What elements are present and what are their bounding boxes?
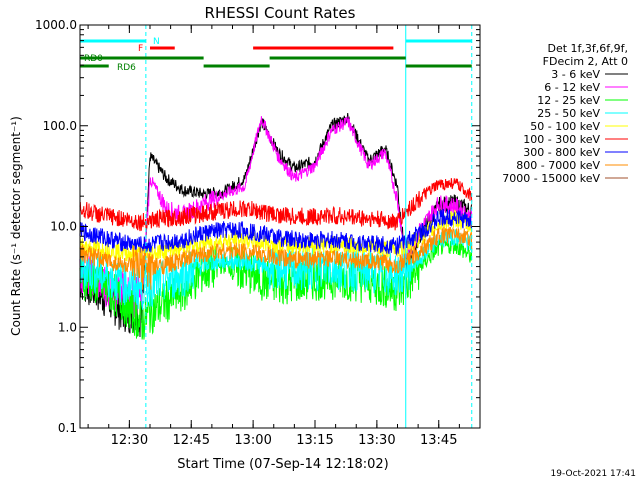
y-tick-label: 100.0 — [43, 119, 77, 133]
flag-bars: NF RD0 RD6 — [80, 37, 472, 73]
y-tick-label: 1000.0 — [35, 18, 77, 32]
series-line-3 — [79, 228, 473, 310]
legend-header-line: FDecim 2, Att 0 — [543, 55, 628, 68]
timestamp: 19-Oct-2021 17:41 — [551, 469, 636, 479]
y-axis-label: Count Rate (s⁻¹ detector segment⁻¹) — [9, 116, 23, 336]
x-tick-label: 12:30 — [111, 433, 148, 448]
axis-ticks: 12:30 12:45 13:00 13:15 13:30 13:45 0.1 1.0 10.0… — [35, 18, 481, 448]
series-line-5 — [79, 178, 473, 232]
legend-label: 25 - 50 keV — [537, 107, 600, 120]
y-tick-label: 10.0 — [50, 220, 77, 234]
flag-label-n: N — [153, 37, 160, 47]
x-axis-label: Start Time (07-Sep-14 12:18:02) — [177, 457, 388, 472]
legend-label: 6 - 12 keV — [544, 81, 600, 94]
vline-layer — [79, 25, 473, 428]
series-layer — [79, 113, 473, 340]
x-tick-label: 13:45 — [420, 433, 457, 448]
series-line-7 — [79, 226, 473, 290]
legend-header-line: Det 1f,3f,6f,9f, — [547, 42, 628, 55]
legend-label: 100 - 300 keV — [523, 133, 600, 146]
x-tick-label: 12:45 — [173, 433, 210, 448]
y-tick-label: 1.0 — [58, 320, 77, 334]
x-tick-label: 13:15 — [296, 433, 333, 448]
legend-label: 7000 - 15000 keV — [502, 172, 600, 185]
legend-label: 50 - 100 keV — [530, 120, 600, 133]
x-tick-label: 13:30 — [358, 433, 395, 448]
y-tick-label: 0.1 — [58, 421, 77, 435]
chart-title: RHESSI Count Rates — [205, 4, 356, 22]
x-tick-label: 13:00 — [234, 433, 271, 448]
legend-label: 3 - 6 keV — [551, 68, 600, 81]
flag-label-rd0: RD0 — [84, 54, 103, 64]
legend-label: 800 - 7000 keV — [516, 159, 600, 172]
legend-label: 12 - 25 keV — [537, 94, 600, 107]
legend-label: 300 - 800 keV — [523, 146, 600, 159]
flag-label-f: F — [138, 44, 143, 54]
flag-label-rd6: RD6 — [117, 63, 136, 73]
legend: Det 1f,3f,6f,9f,FDecim 2, Att 03 - 6 keV… — [502, 42, 628, 185]
